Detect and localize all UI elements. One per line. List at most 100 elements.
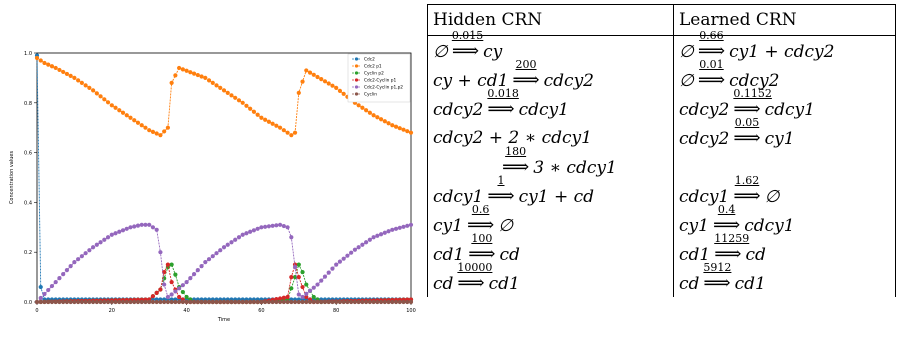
- reaction-rhs: cy: [483, 41, 503, 62]
- data-point: [188, 70, 193, 75]
- legend-marker: [354, 71, 359, 75]
- data-point: [281, 223, 286, 229]
- data-point: [147, 222, 152, 227]
- data-point: [203, 260, 208, 265]
- data-point: [154, 131, 159, 136]
- data-point: [180, 67, 185, 72]
- data-point: [177, 299, 182, 305]
- data-point: [322, 79, 328, 84]
- data-point: [274, 123, 279, 128]
- rate-constant: 1: [497, 173, 505, 187]
- data-point: [266, 299, 271, 305]
- data-point: [61, 299, 66, 305]
- data-point: [165, 262, 170, 267]
- data-point: [42, 299, 47, 305]
- x-tick-label: 40: [183, 308, 189, 314]
- arrow-icon: ⟹: [487, 184, 515, 207]
- reaction-arrow: 0.4 ⟹: [713, 203, 740, 236]
- learned-crn-reaction: cd 5912 ⟹ cd1: [673, 261, 896, 297]
- arrow-icon: ⟹: [468, 242, 496, 265]
- data-point: [91, 299, 96, 305]
- data-point: [162, 129, 167, 134]
- reaction-arrow: 10000 ⟹: [457, 261, 492, 294]
- reaction-arrow: 180 ⟹: [502, 145, 530, 178]
- data-point: [184, 68, 189, 73]
- data-point: [240, 100, 245, 105]
- x-tick-label: 20: [109, 308, 115, 314]
- data-point: [143, 299, 148, 305]
- reaction-arrow: 1 ⟹: [487, 174, 515, 207]
- arrow-icon: ⟹: [697, 39, 726, 62]
- data-point: [248, 106, 253, 111]
- data-point: [34, 299, 40, 305]
- data-point: [278, 125, 283, 130]
- reaction-lhs: cdcy2: [433, 99, 484, 120]
- data-point: [102, 97, 107, 102]
- rate-constant: 11259: [714, 231, 750, 245]
- data-point: [266, 119, 271, 124]
- data-point: [154, 299, 159, 305]
- data-point: [337, 259, 343, 264]
- data-point: [244, 299, 249, 305]
- reaction-arrow: 0.1152 ⟹: [733, 87, 772, 120]
- hidden-crn-reaction: cdcy2 0.018 ⟹ cdcy1: [427, 87, 674, 123]
- data-point: [393, 226, 399, 231]
- data-point: [210, 254, 215, 259]
- data-point: [378, 117, 384, 122]
- data-point: [173, 272, 178, 277]
- reaction-lhs: cy1: [433, 215, 463, 236]
- data-point: [405, 129, 410, 134]
- reaction-lhs: cdcy1: [433, 186, 484, 207]
- data-point: [180, 299, 185, 305]
- data-point: [46, 299, 51, 305]
- data-point: [408, 299, 414, 305]
- y-tick-label: 0.6: [24, 151, 32, 157]
- reaction-rhs: cd1: [734, 273, 766, 294]
- data-point: [83, 299, 88, 305]
- data-point: [304, 291, 309, 297]
- x-tick-label: 80: [333, 308, 339, 314]
- data-point: [274, 223, 279, 228]
- y-tick-label: 0.4: [24, 200, 32, 206]
- data-point: [386, 229, 391, 234]
- data-point: [132, 299, 137, 305]
- crn-comparison-table: Hidden CRN Learned CRN ∅ 0.015 ⟹ cy ∅ 0.66 ⟹ cy1 …: [427, 4, 896, 297]
- data-point: [270, 121, 275, 126]
- legend-marker: [354, 85, 359, 89]
- data-point: [300, 270, 305, 275]
- data-point: [57, 299, 62, 305]
- data-point: [240, 232, 245, 237]
- data-point: [397, 225, 402, 230]
- data-point: [378, 232, 384, 237]
- data-point: [330, 83, 335, 88]
- reaction-arrow: 200 ⟹: [512, 58, 539, 91]
- data-point: [184, 294, 189, 300]
- data-point: [221, 245, 227, 250]
- data-point: [236, 98, 242, 103]
- data-point: [289, 133, 294, 138]
- data-point: [356, 103, 361, 108]
- arrow-icon: ⟹: [502, 155, 530, 178]
- rate-constant: 0.018: [487, 86, 519, 100]
- data-point: [292, 299, 298, 305]
- data-point: [83, 251, 88, 256]
- data-point: [225, 299, 230, 305]
- reaction-lhs: ∅: [433, 41, 448, 62]
- data-point: [154, 227, 159, 232]
- data-point: [102, 237, 107, 242]
- data-point: [225, 242, 230, 247]
- data-point: [117, 299, 122, 305]
- data-point: [300, 299, 305, 305]
- data-point: [281, 299, 286, 305]
- data-point: [173, 73, 178, 78]
- data-point: [49, 299, 55, 305]
- data-point: [266, 224, 271, 229]
- data-point: [139, 299, 144, 305]
- learned-crn-reaction: ∅ 0.66 ⟹ cy1 + cdcy2: [673, 29, 896, 65]
- data-point: [390, 123, 395, 128]
- y-axis-label: Concentration values: [9, 150, 15, 204]
- reaction-rhs: ∅: [764, 186, 780, 207]
- rate-constant: 5912: [703, 260, 732, 274]
- data-point: [221, 299, 227, 305]
- data-point: [173, 299, 178, 305]
